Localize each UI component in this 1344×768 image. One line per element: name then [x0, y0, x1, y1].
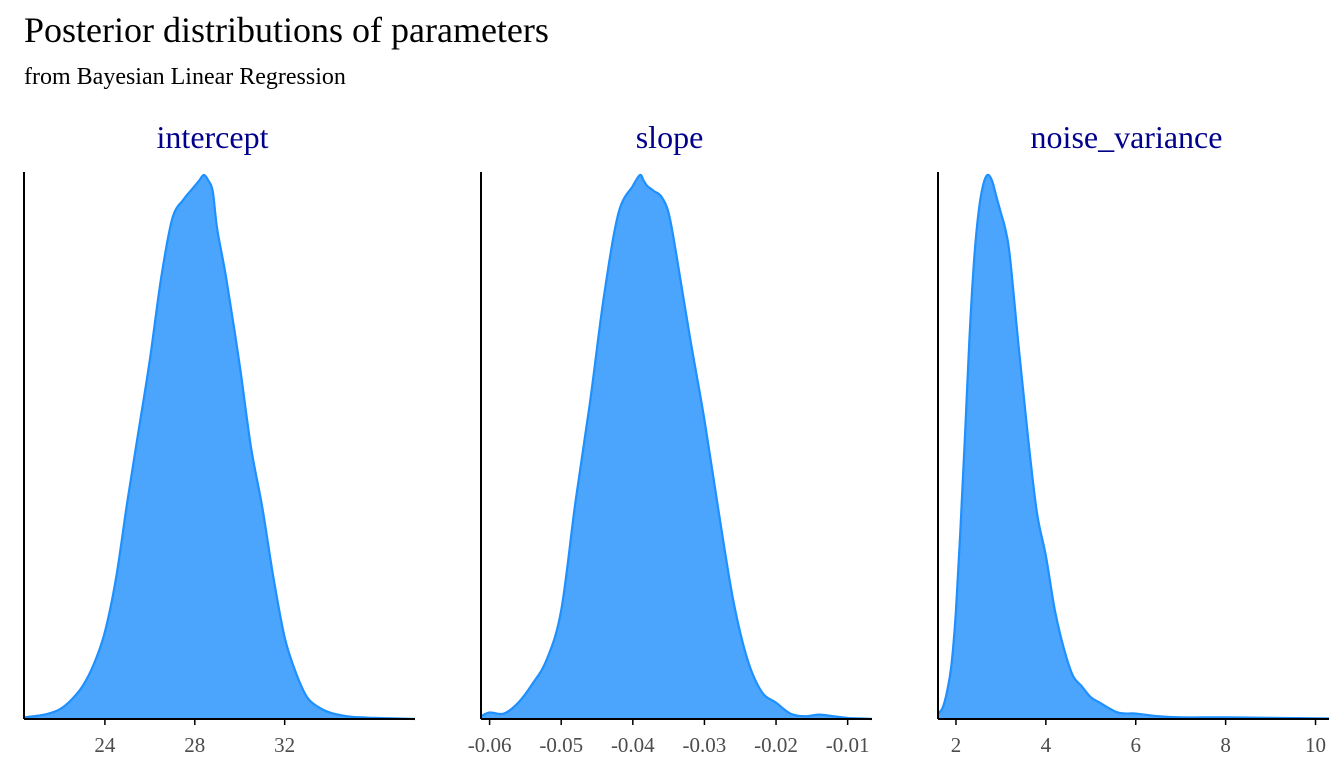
density-area-slope: [481, 174, 872, 720]
facet-title-intercept: intercept: [157, 119, 269, 155]
chart-subtitle: from Bayesian Linear Regression: [24, 64, 346, 90]
x-tick-label: 4: [1041, 733, 1052, 757]
chart-title: Posterior distributions of parameters: [24, 10, 549, 50]
x-tick-label: 10: [1305, 733, 1326, 757]
x-tick-label: 8: [1220, 733, 1231, 757]
x-tick-label: -0.06: [468, 733, 512, 757]
x-tick-label: -0.02: [754, 733, 798, 757]
density-line-noise_variance: [937, 173, 1330, 720]
x-tick-label: -0.04: [611, 733, 655, 757]
x-tick-label: 32: [274, 733, 295, 757]
density-line-slope: [480, 173, 873, 721]
x-tick-label: 2: [951, 733, 962, 757]
x-tick-label: 6: [1130, 733, 1141, 757]
density-line-intercept: [23, 173, 416, 721]
x-tick-label: -0.01: [826, 733, 870, 757]
facet-title-noise_variance: noise_variance: [1031, 119, 1223, 155]
x-tick-label: 24: [94, 733, 116, 757]
density-area-intercept: [24, 175, 415, 719]
facet-title-slope: slope: [636, 119, 704, 155]
x-tick-label: 28: [184, 733, 205, 757]
density-area-noise_variance: [938, 174, 1329, 720]
x-tick-label: -0.03: [683, 733, 727, 757]
x-tick-label: -0.05: [539, 733, 583, 757]
